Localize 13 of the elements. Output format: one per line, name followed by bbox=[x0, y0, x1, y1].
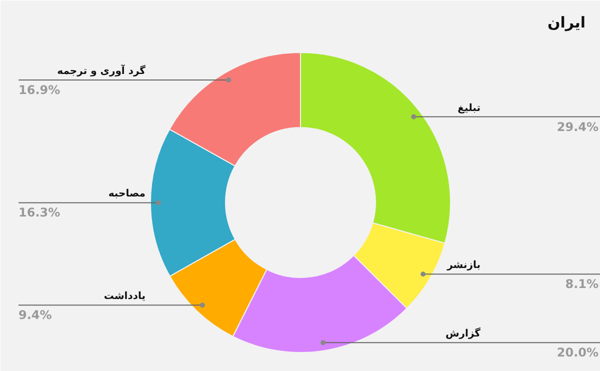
data-label: 9.4% bbox=[18, 308, 52, 322]
slice-label: گرد آوری و ترجمه bbox=[57, 64, 146, 78]
slice-label: یادداشت bbox=[104, 291, 146, 302]
data-label: 8.1% bbox=[565, 277, 598, 292]
data-label: 20.0% bbox=[556, 346, 599, 360]
chart-title: ایران bbox=[547, 14, 586, 32]
data-label: 16.3% bbox=[18, 206, 60, 220]
slice-label: تبلیغ bbox=[458, 102, 481, 114]
slice-label: مصاحبه bbox=[108, 188, 146, 200]
data-label: 16.9% bbox=[18, 83, 60, 98]
slice-label: بازنشر bbox=[446, 260, 481, 272]
slice-label: گزارش bbox=[445, 326, 481, 340]
data-label: 29.4% bbox=[556, 120, 599, 134]
